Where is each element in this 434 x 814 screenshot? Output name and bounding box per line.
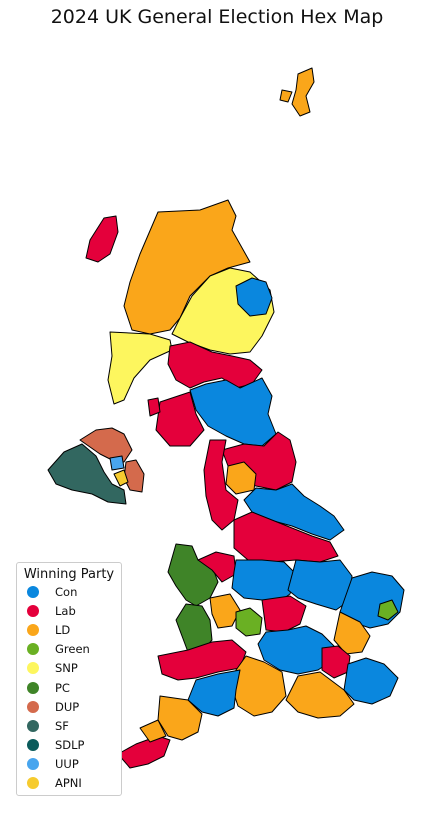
ni-belfast-apni-region[interactable] bbox=[113, 469, 129, 487]
legend-title: Winning Party bbox=[23, 567, 115, 582]
legend-swatch-ld bbox=[27, 623, 39, 636]
legend-label-apni: APNI bbox=[55, 776, 82, 791]
legend-label-green: Green bbox=[55, 642, 90, 657]
legend-item-uup: UUP bbox=[27, 755, 121, 774]
legend-label-uup: UUP bbox=[55, 757, 79, 772]
legend-label-pc: PC bbox=[55, 680, 70, 695]
legend-swatch-dup bbox=[27, 700, 39, 713]
legend-swatch-sf bbox=[27, 719, 39, 732]
legend-item-ld: LD bbox=[27, 620, 121, 639]
east-anglia-ld-region[interactable] bbox=[333, 611, 371, 655]
legend-label-con: Con bbox=[55, 584, 78, 599]
ni-east-dup-region[interactable] bbox=[123, 459, 145, 493]
legend-item-apni: APNI bbox=[27, 774, 121, 793]
north-wales-pc-region[interactable] bbox=[167, 543, 219, 607]
legend-label-lab: Lab bbox=[55, 603, 76, 618]
west-coast-snp-region[interactable] bbox=[107, 331, 173, 405]
legend-swatch-green bbox=[27, 643, 39, 656]
mid-wales-ld-region[interactable] bbox=[209, 593, 241, 629]
sussex-ld-region[interactable] bbox=[285, 671, 355, 719]
legend-swatch-apni bbox=[27, 777, 39, 790]
cornwall-ld-region[interactable] bbox=[139, 719, 167, 743]
legend-item-lab: Lab bbox=[27, 601, 121, 620]
map-legend: Winning Party Con Lab LD Green SNP PC DU… bbox=[16, 562, 122, 796]
arran-region[interactable] bbox=[147, 397, 161, 417]
legend-label-sf: SF bbox=[55, 718, 69, 733]
legend-label-dup: DUP bbox=[55, 699, 80, 714]
legend-item-dup: DUP bbox=[27, 697, 121, 716]
orkney-region[interactable] bbox=[279, 89, 293, 103]
midlands-lab-region[interactable] bbox=[261, 595, 307, 633]
kent-con-region[interactable] bbox=[343, 657, 399, 705]
south-west-scotland-lab-region[interactable] bbox=[155, 391, 205, 447]
borders-con-region[interactable] bbox=[189, 377, 277, 447]
legend-swatch-uup bbox=[27, 758, 39, 771]
legend-swatch-snp bbox=[27, 662, 39, 675]
highlands-region[interactable] bbox=[123, 199, 251, 335]
legend-item-green: Green bbox=[27, 640, 121, 659]
shetland-region[interactable] bbox=[291, 67, 315, 117]
map-title: 2024 UK General Election Hex Map bbox=[50, 6, 384, 28]
legend-label-sdlp: SDLP bbox=[55, 738, 85, 753]
legend-item-con: Con bbox=[27, 582, 121, 601]
legend-item-pc: PC bbox=[27, 678, 121, 697]
cornwall-lab-region[interactable] bbox=[117, 735, 171, 769]
herefordshire-green-region[interactable] bbox=[235, 607, 263, 637]
legend-item-sf: SF bbox=[27, 716, 121, 735]
legend-swatch-pc bbox=[27, 681, 39, 694]
ni-uup-region[interactable] bbox=[109, 455, 125, 471]
ni-west-sf-region[interactable] bbox=[47, 443, 127, 505]
ni-north-dup-region[interactable] bbox=[79, 427, 133, 463]
western-isles-region[interactable] bbox=[85, 215, 119, 263]
legend-label-snp: SNP bbox=[55, 661, 78, 676]
aberdeenshire-con-region[interactable] bbox=[235, 277, 273, 317]
legend-swatch-con bbox=[27, 585, 39, 598]
legend-swatch-sdlp bbox=[27, 739, 39, 752]
legend-swatch-lab bbox=[27, 604, 39, 617]
legend-label-ld: LD bbox=[55, 622, 71, 637]
legend-item-sdlp: SDLP bbox=[27, 736, 121, 755]
suffolk-green-region[interactable] bbox=[377, 599, 399, 621]
legend-item-snp: SNP bbox=[27, 659, 121, 678]
